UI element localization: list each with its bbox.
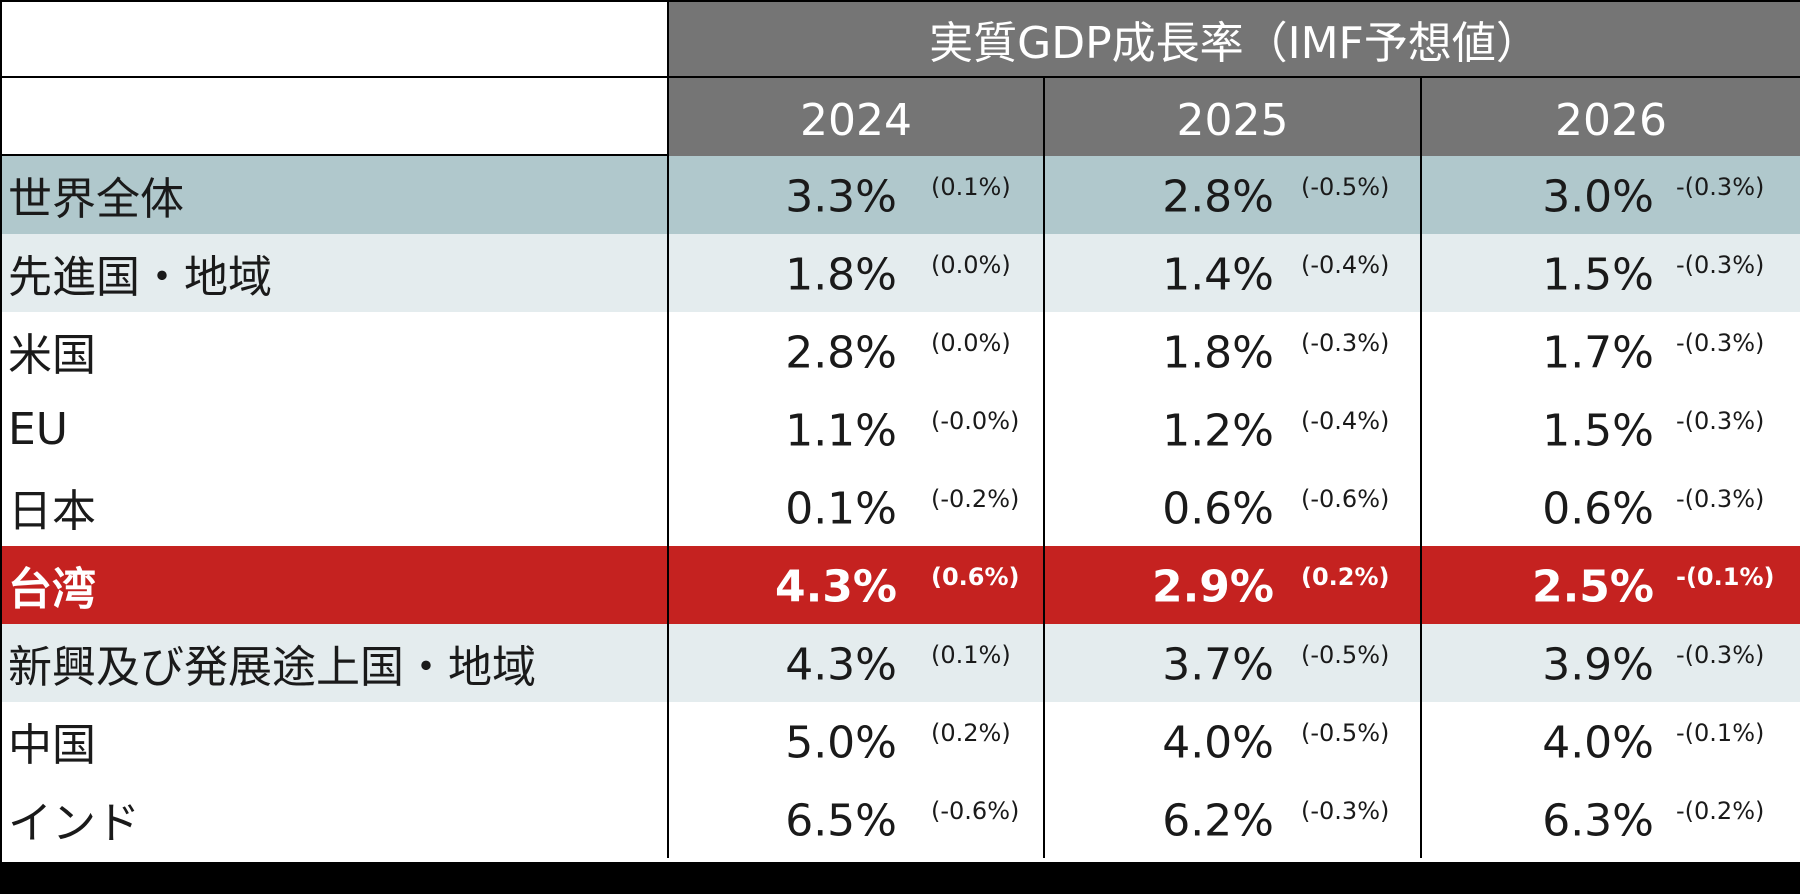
value: 3.0% [1542,171,1654,223]
cell-china-2024: 5.0% (0.2%) [669,702,1045,780]
value: 6.2% [1162,795,1274,847]
cell-emerging-2025: 3.7% (-0.5%) [1045,624,1422,702]
revision: -(0.3%) [1676,485,1765,514]
cell-japan-2025: 0.6% (-0.6%) [1045,468,1422,546]
value: 1.8% [785,249,897,301]
row-label-taiwan: 台湾 [2,546,669,624]
year-header-2025: 2025 [1045,78,1422,156]
year-header-2026: 2026 [1422,78,1800,156]
revision: (-0.5%) [1301,173,1390,202]
gdp-growth-table: 実質GDP成長率（IMF予想値） 2024 2025 2026 世界全体 3.3… [0,0,1800,862]
value: 6.3% [1542,795,1654,847]
revision: -(0.3%) [1676,329,1765,358]
revision: -(0.1%) [1676,719,1765,748]
cell-us-2025: 1.8% (-0.3%) [1045,312,1422,390]
cell-eu-2025: 1.2% (-0.4%) [1045,390,1422,468]
value: 1.4% [1162,249,1274,301]
row-label-emerging: 新興及び発展途上国・地域 [2,624,669,702]
row-label-china: 中国 [2,702,669,780]
value: 4.3% [785,639,897,691]
row-label-japan: 日本 [2,468,669,546]
revision: (-0.6%) [931,797,1020,826]
value: 2.9% [1151,561,1274,613]
corner-cell-bottom [2,78,669,156]
cell-us-2024: 2.8% (0.0%) [669,312,1045,390]
cell-world-2024: 3.3% (0.1%) [669,156,1045,234]
table-title: 実質GDP成長率（IMF予想値） [669,0,1800,78]
value: 2.5% [1531,561,1654,613]
cell-advanced-2026: 1.5% -(0.3%) [1422,234,1800,312]
revision: (-0.6%) [1301,485,1390,514]
cell-india-2026: 6.3% -(0.2%) [1422,780,1800,858]
value: 1.1% [785,405,897,457]
cell-taiwan-2026: 2.5% -(0.1%) [1422,546,1800,624]
revision: (0.2%) [1301,563,1390,592]
cell-eu-2024: 1.1% (-0.0%) [669,390,1045,468]
cell-taiwan-2025: 2.9% (0.2%) [1045,546,1422,624]
row-label-world: 世界全体 [2,156,669,234]
revision: -(0.3%) [1676,407,1765,436]
value: 3.9% [1542,639,1654,691]
value: 1.8% [1162,327,1274,379]
row-label-us: 米国 [2,312,669,390]
revision: (-0.4%) [1301,251,1390,280]
value: 3.3% [785,171,897,223]
cell-eu-2026: 1.5% -(0.3%) [1422,390,1800,468]
value: 5.0% [785,717,897,769]
revision: (0.6%) [931,563,1020,592]
revision: (0.0%) [931,329,1011,358]
cell-japan-2024: 0.1% (-0.2%) [669,468,1045,546]
value: 4.0% [1162,717,1274,769]
cell-india-2025: 6.2% (-0.3%) [1045,780,1422,858]
corner-cell-top [2,0,669,78]
cell-emerging-2026: 3.9% -(0.3%) [1422,624,1800,702]
cell-emerging-2024: 4.3% (0.1%) [669,624,1045,702]
value: 0.6% [1162,483,1274,535]
cell-japan-2026: 0.6% -(0.3%) [1422,468,1800,546]
value: 1.5% [1542,249,1654,301]
cell-world-2026: 3.0% -(0.3%) [1422,156,1800,234]
revision: (-0.3%) [1301,329,1390,358]
revision: (-0.2%) [931,485,1020,514]
cell-advanced-2024: 1.8% (0.0%) [669,234,1045,312]
cell-world-2025: 2.8% (-0.5%) [1045,156,1422,234]
revision: (-0.3%) [1301,797,1390,826]
value: 6.5% [785,795,897,847]
value: 0.1% [785,483,897,535]
cell-india-2024: 6.5% (-0.6%) [669,780,1045,858]
revision: -(0.3%) [1676,251,1765,280]
value: 2.8% [785,327,897,379]
value: 3.7% [1162,639,1274,691]
revision: (-0.5%) [1301,719,1390,748]
revision: (-0.5%) [1301,641,1390,670]
revision: (-0.0%) [931,407,1020,436]
row-label-india: インド [2,780,669,858]
row-label-advanced: 先進国・地域 [2,234,669,312]
value: 1.5% [1542,405,1654,457]
value: 2.8% [1162,171,1274,223]
revision: (-0.4%) [1301,407,1390,436]
cell-china-2025: 4.0% (-0.5%) [1045,702,1422,780]
revision: -(0.2%) [1676,797,1765,826]
revision: -(0.3%) [1676,173,1765,202]
revision: -(0.3%) [1676,641,1765,670]
cell-us-2026: 1.7% -(0.3%) [1422,312,1800,390]
revision: (0.0%) [931,251,1011,280]
value: 1.7% [1542,327,1654,379]
revision: (0.2%) [931,719,1011,748]
cell-advanced-2025: 1.4% (-0.4%) [1045,234,1422,312]
revision: (0.1%) [931,173,1011,202]
year-header-2024: 2024 [669,78,1045,156]
value: 4.0% [1542,717,1654,769]
revision: -(0.1%) [1676,563,1775,592]
row-label-eu: EU [2,390,669,468]
value: 1.2% [1162,405,1274,457]
revision: (0.1%) [931,641,1011,670]
value: 4.3% [774,561,897,613]
cell-taiwan-2024: 4.3% (0.6%) [669,546,1045,624]
value: 0.6% [1542,483,1654,535]
cell-china-2026: 4.0% -(0.1%) [1422,702,1800,780]
